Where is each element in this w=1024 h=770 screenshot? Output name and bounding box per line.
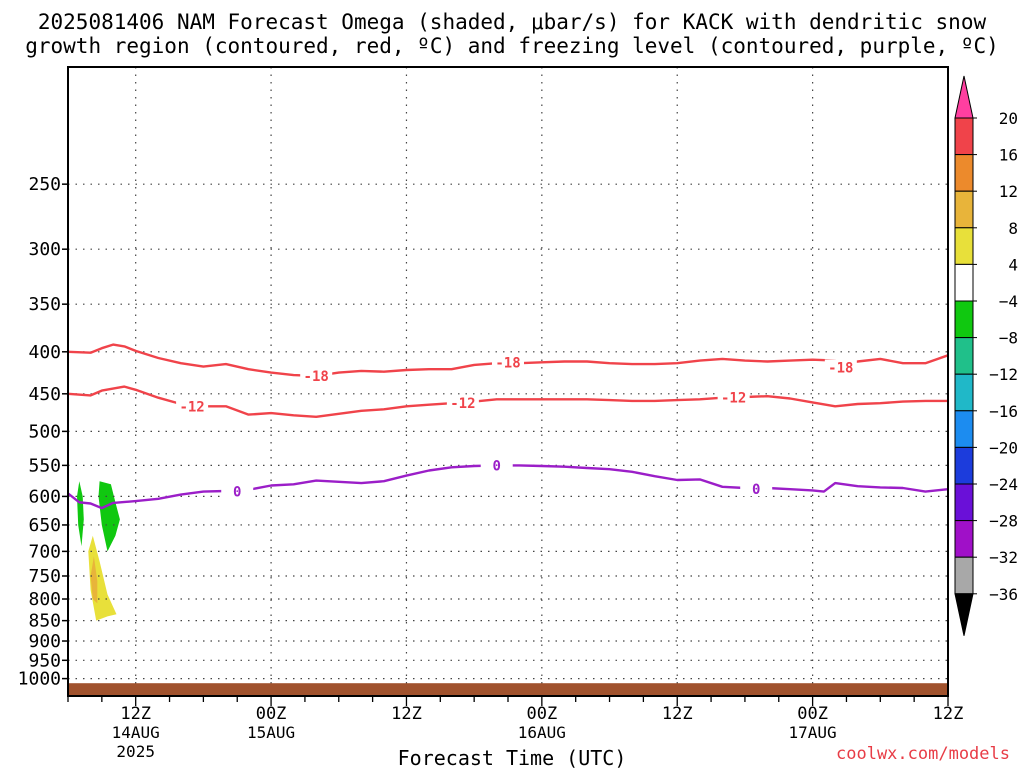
y-tick-label: 850 xyxy=(28,611,61,632)
y-tick-label: 300 xyxy=(28,239,61,260)
y-tick-label: 450 xyxy=(28,384,61,405)
plot-area: -18 -18 -18 -12 -12 -12 0 0 0 xyxy=(68,67,948,696)
colorbar-arrow-bottom xyxy=(954,593,974,636)
contour-label-bg-3 xyxy=(176,398,209,414)
colorbar-segment-13 xyxy=(954,556,974,595)
x-tick-date-label: 14AUG xyxy=(112,723,160,742)
y-tick-label: 700 xyxy=(28,541,61,562)
y-tick-label: 600 xyxy=(28,486,61,507)
colorbar-segment-5 xyxy=(954,263,974,302)
contour-label-bg-1 xyxy=(492,354,524,370)
contour-label-1: -18 xyxy=(495,355,520,371)
colorbar-tick-label: 4 xyxy=(1008,255,1018,274)
contour-label-0: -18 xyxy=(304,369,329,385)
colorbar-segment-3 xyxy=(954,190,974,229)
contour-label-4: -12 xyxy=(450,396,475,412)
colorbar-tick-label: −32 xyxy=(989,548,1018,567)
contour-line-0 xyxy=(68,464,948,510)
colorbar-tick-label: −28 xyxy=(989,512,1018,531)
x-tick-label: 12Z xyxy=(120,704,151,724)
colorbar-segment-8 xyxy=(954,373,974,412)
colorbar-tick-label: −36 xyxy=(989,585,1018,604)
colorbar-segment-4 xyxy=(954,227,974,265)
x-tick-label: 12Z xyxy=(391,704,422,724)
colorbar-tick-label: −20 xyxy=(989,438,1018,457)
colorbar-segment-1 xyxy=(954,117,974,156)
y-tick-label: 350 xyxy=(28,294,61,315)
colorbar-arrow-top xyxy=(954,75,974,119)
y-tick-label: 900 xyxy=(28,631,61,652)
contour-label-6: 0 xyxy=(233,485,241,501)
contour-label-bg-5 xyxy=(717,389,750,405)
x-axis-label: Forecast Time (UTC) xyxy=(397,746,627,770)
colorbar-segment-10 xyxy=(954,446,974,485)
contour-label-5: -12 xyxy=(721,391,746,407)
colorbar-tick-label: −12 xyxy=(989,365,1018,384)
contour-label-bg-8 xyxy=(740,481,773,497)
omega-shade-0 xyxy=(77,481,84,547)
colorbar-tick-label: −24 xyxy=(989,475,1018,494)
colorbar-tick-label: 20 xyxy=(999,109,1018,128)
colorbar-tick-label: 12 xyxy=(999,182,1018,201)
y-tick-label: 550 xyxy=(28,455,61,476)
omega-shade-3 xyxy=(90,556,98,604)
contour-label-bg-4 xyxy=(446,395,479,411)
y-tick-label: 500 xyxy=(28,421,61,442)
title-line-1: 2025081406 NAM Forecast Omega (shaded, μ… xyxy=(37,10,987,34)
y-tick-label: 650 xyxy=(28,515,61,536)
x-tick-label: 12Z xyxy=(933,704,964,724)
x-tick-label: 00Z xyxy=(797,704,828,724)
omega-shade-1 xyxy=(98,481,120,552)
contour-label-8: 0 xyxy=(752,482,760,498)
contour-label-bg-6 xyxy=(221,483,254,499)
colorbar: 20 16 12 8 4 −4 −8 −12 −16 −20 −24 −28 −32 −36 xyxy=(954,75,1018,636)
y-tick-label: 250 xyxy=(28,174,61,195)
colorbar-tick-label: 8 xyxy=(1008,219,1018,238)
y-tick-label: 400 xyxy=(28,342,61,363)
y-tick-label: 750 xyxy=(28,566,61,587)
x-tick-label: 00Z xyxy=(526,704,557,724)
colorbar-segment-11 xyxy=(954,483,974,522)
colorbar-segment-12 xyxy=(954,520,974,558)
x-tick-label: 12Z xyxy=(662,704,693,724)
source-credit: coolwx.com/models xyxy=(836,744,1010,764)
colorbar-segment-9 xyxy=(954,410,974,448)
colorbar-tick-label: −8 xyxy=(999,329,1018,348)
contour-label-bg-0 xyxy=(300,367,333,383)
contour-label-bg-7 xyxy=(480,457,513,473)
y-tick-label: 950 xyxy=(28,650,61,671)
x-tick-date-label: 17AUG xyxy=(789,723,837,742)
colorbar-tick-label: −16 xyxy=(989,402,1018,421)
title-line-2: growth region (contoured, red, ºC) and f… xyxy=(25,34,999,58)
contour-label-7: 0 xyxy=(492,458,500,474)
colorbar-segment-7 xyxy=(954,337,974,375)
x-tick-year-label: 2025 xyxy=(116,742,155,761)
x-tick-date-label: 16AUG xyxy=(518,723,566,742)
contour-label-2: -18 xyxy=(828,360,853,376)
colorbar-segment-2 xyxy=(954,154,974,192)
x-tick-label: 00Z xyxy=(256,704,287,724)
colorbar-segment-6 xyxy=(954,300,974,339)
y-tick-label: 800 xyxy=(28,589,61,610)
y-tick-label: 1000 xyxy=(18,669,61,690)
contour-label-3: -12 xyxy=(179,399,204,415)
colorbar-tick-label: −4 xyxy=(999,292,1018,311)
colorbar-tick-label: 16 xyxy=(999,146,1018,165)
x-tick-date-label: 15AUG xyxy=(247,723,295,742)
plot-frame xyxy=(67,66,949,697)
ground-fill xyxy=(68,683,948,696)
contour-label-bg-2 xyxy=(824,359,857,375)
